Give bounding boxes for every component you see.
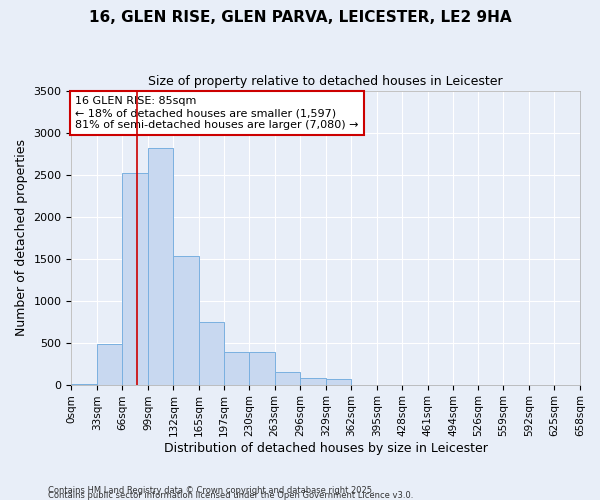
Bar [148,148,173,384]
Bar [326,378,351,384]
Bar [224,352,249,384]
Bar [173,256,199,384]
Bar [97,344,122,385]
Bar [300,378,326,384]
Bar [275,372,300,384]
Title: Size of property relative to detached houses in Leicester: Size of property relative to detached ho… [148,75,503,88]
X-axis label: Distribution of detached houses by size in Leicester: Distribution of detached houses by size … [164,442,488,455]
Text: Contains public sector information licensed under the Open Government Licence v3: Contains public sector information licen… [48,491,413,500]
Y-axis label: Number of detached properties: Number of detached properties [15,139,28,336]
Bar [122,173,148,384]
Bar [199,322,224,384]
Bar [249,352,275,384]
Text: 16, GLEN RISE, GLEN PARVA, LEICESTER, LE2 9HA: 16, GLEN RISE, GLEN PARVA, LEICESTER, LE… [89,10,511,25]
Text: Contains HM Land Registry data © Crown copyright and database right 2025.: Contains HM Land Registry data © Crown c… [48,486,374,495]
Text: 16 GLEN RISE: 85sqm
← 18% of detached houses are smaller (1,597)
81% of semi-det: 16 GLEN RISE: 85sqm ← 18% of detached ho… [75,96,359,130]
